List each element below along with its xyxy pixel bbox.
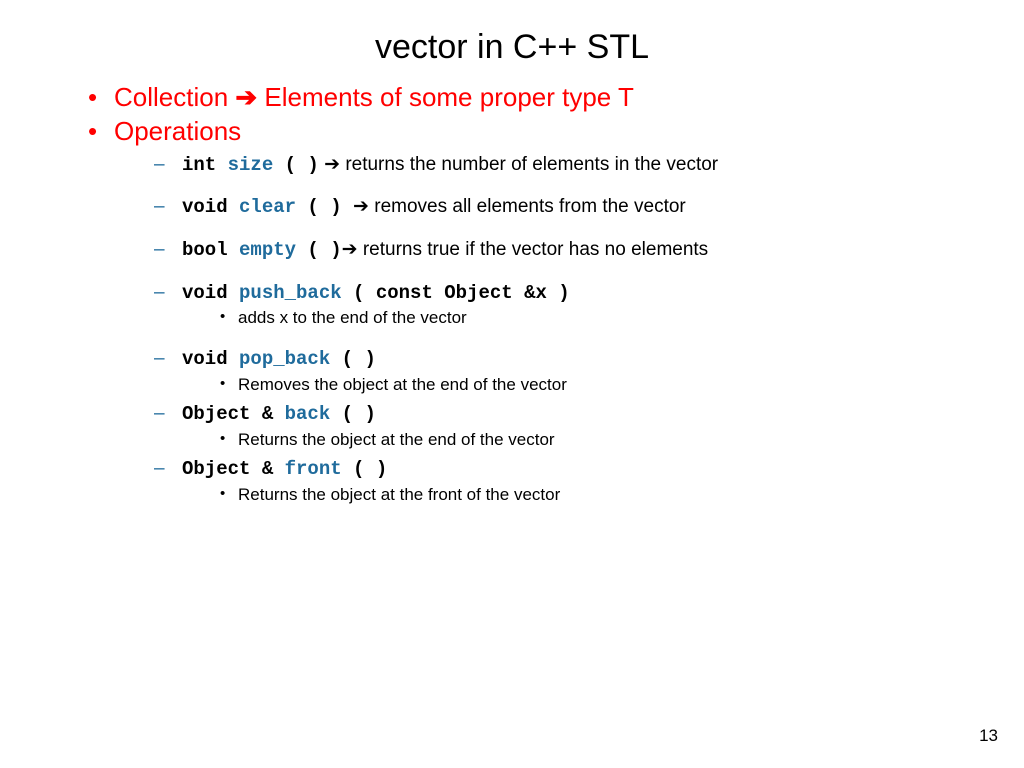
page-number: 13	[979, 726, 998, 746]
arrow-icon: ➔	[342, 239, 363, 260]
op-back-ret: Object &	[182, 403, 285, 425]
op-empty-name: empty	[239, 239, 296, 261]
op-clear-name: clear	[239, 196, 296, 218]
op-size-paren: ( )	[273, 154, 319, 176]
op-front-sublist: Returns the object at the front of the v…	[182, 484, 954, 506]
op-clear-paren: ( )	[296, 196, 353, 218]
arrow-icon: ➔	[235, 82, 257, 112]
op-push-back-ret: void	[182, 282, 239, 304]
op-pop-back-sublist: Removes the object at the end of the vec…	[182, 374, 954, 396]
op-back: Object & back ( ) Returns the object at …	[154, 402, 954, 451]
op-size-desc: returns the number of elements in the ve…	[345, 154, 718, 175]
text-collection-post: Elements of some proper type T	[257, 82, 634, 112]
op-pop-back-paren: ( )	[330, 348, 376, 370]
op-clear-desc: removes all elements from the vector	[374, 196, 686, 217]
slide-title: vector in C++ STL	[70, 28, 954, 67]
op-push-back-sublist: adds x to the end of the vector	[182, 307, 954, 329]
op-front-paren: ( )	[342, 458, 388, 480]
op-push-back-sub: adds x to the end of the vector	[220, 307, 954, 329]
op-front-sub: Returns the object at the front of the v…	[220, 484, 954, 506]
arrow-icon: ➔	[319, 154, 345, 175]
op-back-name: back	[285, 403, 331, 425]
bullet-collection: Collection ➔ Elements of some proper typ…	[86, 81, 954, 115]
op-front-name: front	[285, 458, 342, 480]
main-list: Collection ➔ Elements of some proper typ…	[70, 81, 954, 506]
op-pop-back-ret: void	[182, 348, 239, 370]
op-back-sublist: Returns the object at the end of the vec…	[182, 429, 954, 451]
op-empty-desc: returns true if the vector has no elemen…	[363, 239, 708, 260]
op-size-ret: int	[182, 154, 228, 176]
op-push-back-paren: ( const Object &x )	[342, 282, 570, 304]
text-collection-pre: Collection	[114, 82, 235, 112]
op-push-back: void push_back ( const Object &x ) adds …	[154, 281, 954, 330]
operations-list: int size ( ) ➔ returns the number of ele…	[114, 153, 954, 506]
op-back-sub: Returns the object at the end of the vec…	[220, 429, 954, 451]
op-empty: bool empty ( )➔ returns true if the vect…	[154, 238, 954, 263]
op-size-name: size	[228, 154, 274, 176]
op-push-back-name: push_back	[239, 282, 342, 304]
op-clear: void clear ( ) ➔ removes all elements fr…	[154, 195, 954, 220]
op-pop-back-sub: Removes the object at the end of the vec…	[220, 374, 954, 396]
op-empty-ret: bool	[182, 239, 239, 261]
op-empty-paren: ( )	[296, 239, 342, 261]
op-front: Object & front ( ) Returns the object at…	[154, 457, 954, 506]
op-clear-ret: void	[182, 196, 239, 218]
op-pop-back-name: pop_back	[239, 348, 330, 370]
op-pop-back: void pop_back ( ) Removes the object at …	[154, 347, 954, 396]
arrow-icon: ➔	[353, 196, 374, 217]
text-operations: Operations	[114, 116, 241, 146]
op-size: int size ( ) ➔ returns the number of ele…	[154, 153, 954, 178]
op-front-ret: Object &	[182, 458, 285, 480]
bullet-operations: Operations int size ( ) ➔ returns the nu…	[86, 115, 954, 506]
op-back-paren: ( )	[330, 403, 376, 425]
